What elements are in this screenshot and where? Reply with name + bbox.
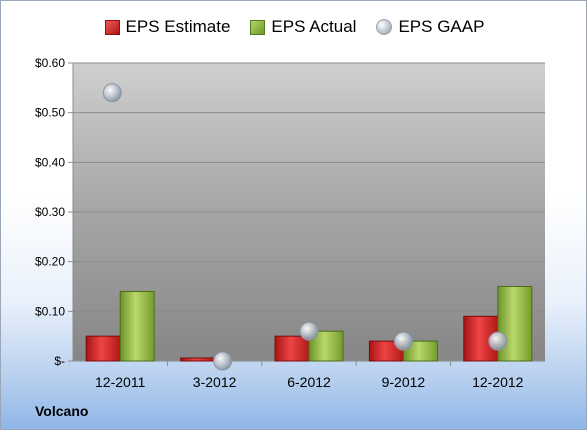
marker-eps-gaap xyxy=(393,331,413,351)
x-tick-label: 9-2012 xyxy=(382,374,426,390)
bar-eps-estimate xyxy=(463,315,499,362)
bar-eps-actual xyxy=(497,286,533,362)
y-tick-label: $- xyxy=(54,354,65,368)
legend-label-estimate: EPS Estimate xyxy=(125,17,231,36)
y-tick-label: $0.50 xyxy=(35,106,65,120)
marker-eps-gaap xyxy=(299,321,319,341)
legend-swatch-estimate xyxy=(104,19,120,35)
bar-eps-actual xyxy=(119,290,155,362)
legend-label-actual: EPS Actual xyxy=(271,17,357,36)
legend-swatch-gaap xyxy=(376,19,393,35)
y-tick-label: $0.30 xyxy=(35,205,65,219)
y-tick-label: $0.60 xyxy=(35,56,65,70)
x-tick-label: 6-2012 xyxy=(287,374,331,390)
marker-eps-gaap xyxy=(102,83,122,103)
company-label: Volcano xyxy=(35,403,89,419)
y-tick-label: $0.20 xyxy=(35,255,65,269)
y-tick-label: $0.10 xyxy=(35,304,65,318)
legend-item-actual: EPS Actual xyxy=(250,17,356,37)
marker-eps-gaap xyxy=(213,351,233,371)
bar-eps-actual xyxy=(402,340,438,362)
y-tick-label: $0.40 xyxy=(35,155,65,169)
marker-eps-gaap xyxy=(488,331,508,351)
x-tick-label: 12-2011 xyxy=(95,374,146,390)
legend-item-estimate: EPS Estimate xyxy=(104,17,231,37)
legend-swatch-actual xyxy=(250,19,266,35)
bar-eps-estimate xyxy=(85,335,121,362)
x-tick-label: 3-2012 xyxy=(193,374,237,390)
x-tick-label: 12-2012 xyxy=(472,374,524,390)
legend: EPS Estimate EPS Actual EPS GAAP xyxy=(1,17,587,37)
bar-eps-estimate xyxy=(274,335,310,362)
bar-eps-estimate xyxy=(180,357,216,362)
legend-label-gaap: EPS GAAP xyxy=(398,17,485,36)
legend-item-gaap: EPS GAAP xyxy=(376,17,484,37)
